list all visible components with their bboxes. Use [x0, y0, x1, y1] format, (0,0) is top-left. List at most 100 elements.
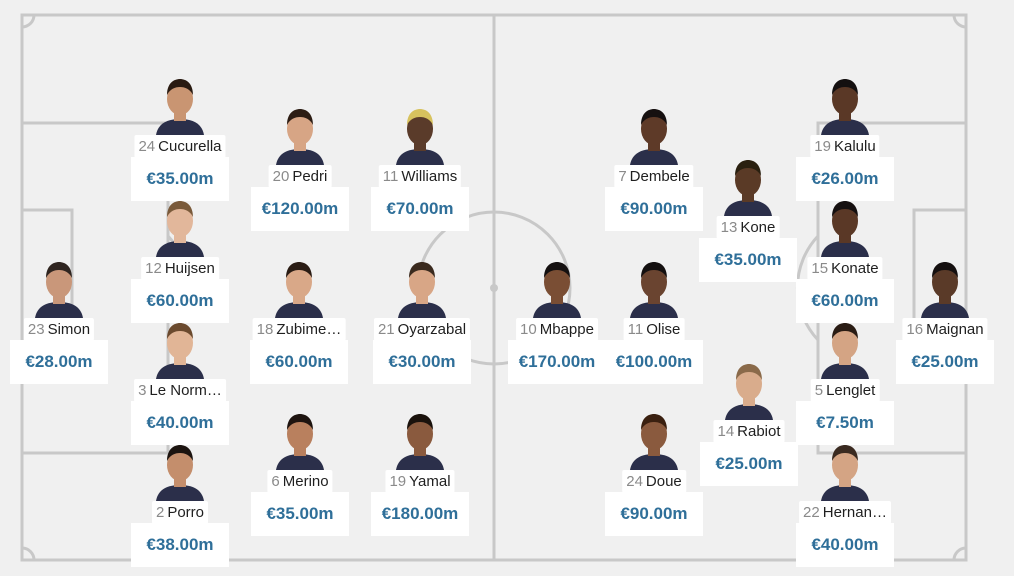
jersey-shape: [156, 241, 204, 257]
player-price: €170.00m: [508, 340, 606, 384]
player-photo: [817, 441, 873, 501]
player-price: €40.00m: [796, 523, 894, 567]
player-name-label: 13 Kone: [716, 216, 780, 239]
shirt-number: 16: [906, 321, 924, 338]
shirt-number: 14: [717, 423, 735, 440]
player-price: €26.00m: [796, 157, 894, 201]
hair-shape: [167, 201, 193, 217]
center-spot: [490, 284, 498, 292]
player-name-label: 22 Hernan…: [799, 501, 891, 524]
player-name: Mbappe: [539, 321, 594, 338]
hair-shape: [407, 414, 433, 430]
jersey-shape: [821, 485, 869, 501]
hair-shape: [286, 262, 312, 278]
player-name-label: 10 Mbappe: [516, 318, 598, 341]
hair-shape: [641, 262, 667, 278]
jersey-shape: [276, 454, 324, 470]
player-name-label: 24 Doue: [622, 470, 686, 493]
jersey-shape: [921, 302, 969, 318]
player-name: Olise: [646, 321, 681, 338]
shirt-number: 10: [520, 321, 537, 338]
shirt-number: 11: [382, 168, 399, 185]
player-price: €35.00m: [251, 492, 349, 536]
jersey-shape: [630, 454, 678, 470]
player-price: €28.00m: [10, 340, 108, 384]
face-shape: [409, 266, 435, 298]
corner-arc-top-left: [21, 14, 36, 29]
player-price: €90.00m: [605, 492, 703, 536]
player-price: €60.00m: [250, 340, 348, 384]
player-photo: [392, 410, 448, 470]
shirt-number: 23: [27, 321, 45, 338]
face-shape: [932, 266, 958, 298]
player-name-label: 21 Oyarzabal: [373, 318, 471, 341]
player-price: €70.00m: [371, 187, 469, 231]
player-price: €90.00m: [605, 187, 703, 231]
shirt-number: 22: [803, 504, 820, 521]
shirt-number: 15: [811, 260, 829, 277]
player-name: Le Norm…: [149, 382, 222, 399]
player-name: Merino: [282, 473, 329, 490]
shirt-number: 19: [814, 138, 831, 155]
hair-shape: [287, 109, 313, 125]
player-price: €120.00m: [251, 187, 349, 231]
player-price: €40.00m: [131, 401, 229, 445]
jersey-shape: [821, 241, 869, 257]
player-name: Porro: [167, 504, 205, 521]
player-name: Dembele: [629, 168, 690, 185]
player-name: Zubime…: [276, 321, 342, 338]
player-name: Konate: [831, 260, 879, 277]
face-shape: [286, 266, 312, 298]
corner-arc-top-right: [952, 14, 967, 29]
player-name-label: 20 Pedri: [268, 165, 332, 188]
hair-shape: [736, 364, 762, 380]
player-price: €38.00m: [131, 523, 229, 567]
player-photo: [626, 105, 682, 165]
player-name-label: 18 Zubime…: [252, 318, 346, 341]
jersey-shape: [821, 363, 869, 379]
face-shape: [167, 205, 193, 237]
player-name-label: 14 Rabiot: [713, 420, 785, 443]
face-shape: [46, 266, 72, 298]
player-name: Oyarzabal: [397, 321, 467, 338]
jersey-shape: [35, 302, 83, 318]
player-name-label: 11 Olise: [623, 318, 685, 341]
face-shape: [832, 449, 858, 481]
player-name: Cucurella: [158, 138, 222, 155]
shirt-number: 2: [155, 504, 165, 521]
face-shape: [832, 205, 858, 237]
hair-shape: [735, 160, 761, 176]
hair-shape: [641, 414, 667, 430]
player-price: €100.00m: [605, 340, 703, 384]
jersey-shape: [630, 302, 678, 318]
shirt-number: 20: [272, 168, 290, 185]
hair-shape: [544, 262, 570, 278]
player-photo: [394, 258, 450, 318]
player-name-label: 3 Le Norm…: [134, 379, 226, 402]
player-photo: [152, 75, 208, 135]
player-price: €180.00m: [371, 492, 469, 536]
player-photo: [392, 105, 448, 165]
player-photo: [272, 105, 328, 165]
shirt-number: 19: [389, 473, 407, 490]
player-price: €60.00m: [796, 279, 894, 323]
hair-shape: [167, 445, 193, 461]
shirt-number: 21: [377, 321, 395, 338]
player-name-label: 23 Simon: [23, 318, 95, 341]
hair-shape: [46, 262, 72, 278]
player-photo: [272, 410, 328, 470]
hair-shape: [832, 323, 858, 339]
shirt-number: 13: [720, 219, 738, 236]
jersey-shape: [156, 119, 204, 135]
hair-shape: [641, 109, 667, 125]
player-photo: [817, 75, 873, 135]
shirt-number: 18: [256, 321, 274, 338]
hair-shape: [832, 201, 858, 217]
player-photo: [152, 319, 208, 379]
player-price: €7.50m: [796, 401, 894, 445]
player-name-label: 6 Merino: [267, 470, 333, 493]
player-name: Huijsen: [164, 260, 215, 277]
hair-shape: [932, 262, 958, 278]
hair-shape: [167, 323, 193, 339]
player-price: €25.00m: [896, 340, 994, 384]
